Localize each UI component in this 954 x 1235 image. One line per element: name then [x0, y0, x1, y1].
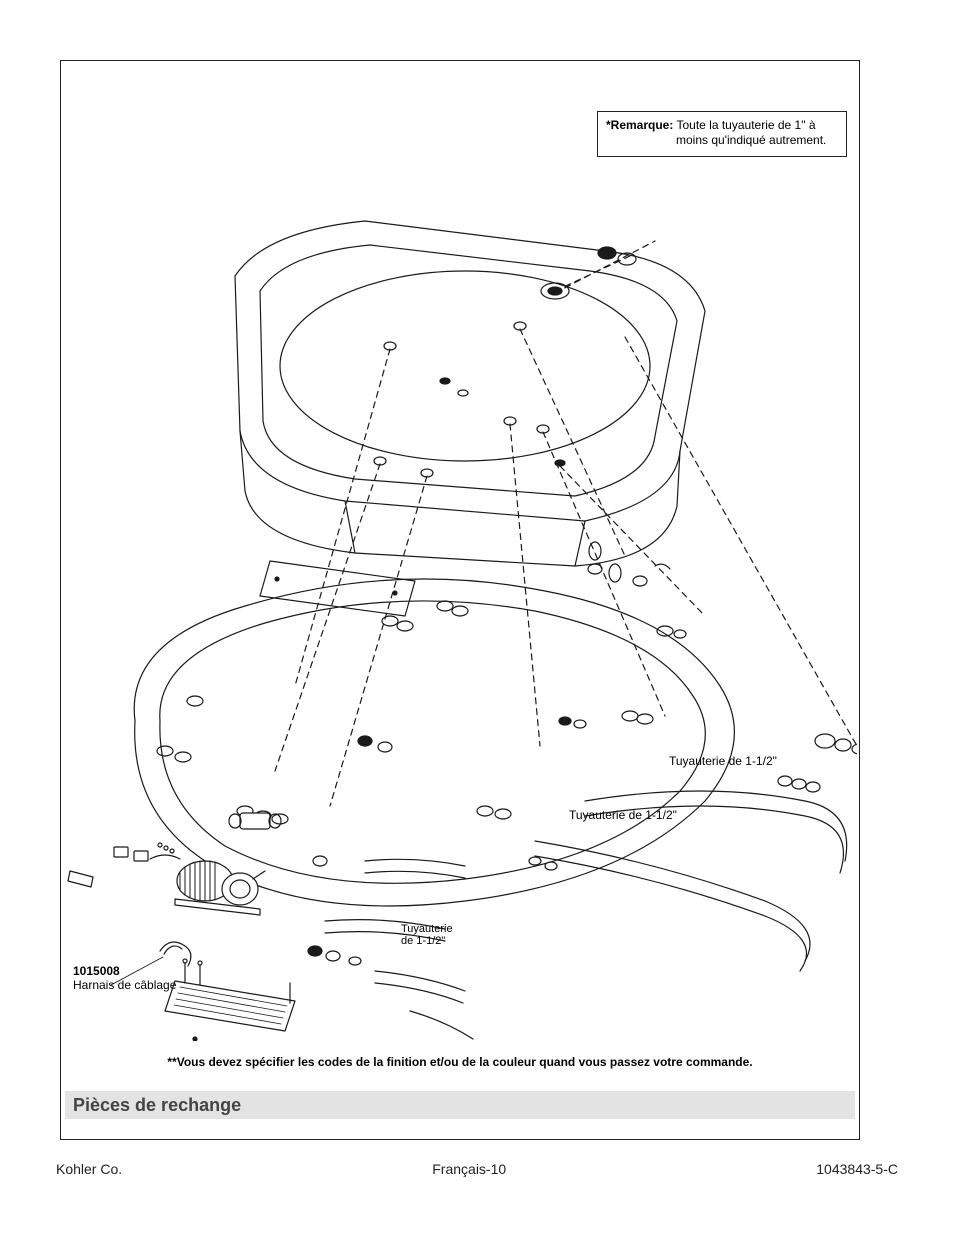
section-title-bar: Pièces de rechange: [65, 1091, 855, 1119]
footer-left: Kohler Co.: [56, 1161, 122, 1181]
note-line1-rest: Toute la tuyauterie de 1" à: [673, 118, 815, 132]
footer-right: 1043843-5-C: [816, 1161, 898, 1181]
part-harness-label: 1015008 Harnais de câblage: [73, 965, 176, 993]
footer-center: Français-10: [432, 1161, 506, 1181]
order-fine-print: **Vous devez spécifier les codes de la f…: [61, 1055, 859, 1069]
callout-tubing-c: Tuyauterie de 1-1/2": [401, 923, 453, 947]
exploded-diagram: [65, 161, 857, 1041]
note-bold-label: *Remarque:: [606, 118, 673, 132]
part-number: 1015008: [73, 965, 176, 979]
remark-note-box: *Remarque: Toute la tuyauterie de 1" à m…: [597, 111, 847, 157]
page-footer: Kohler Co. Français-10 1043843-5-C: [56, 1161, 898, 1181]
section-title: Pièces de rechange: [73, 1095, 241, 1116]
content-frame: *Remarque: Toute la tuyauterie de 1" à m…: [60, 60, 860, 1140]
note-line2: moins qu'indiqué autrement.: [676, 133, 838, 148]
callout-tubing-b: Tuyauterie de 1-1/2": [569, 809, 677, 822]
callout-tubing-a: Tuyauterie de 1-1/2": [669, 755, 777, 768]
part-name: Harnais de câblage: [73, 978, 176, 992]
